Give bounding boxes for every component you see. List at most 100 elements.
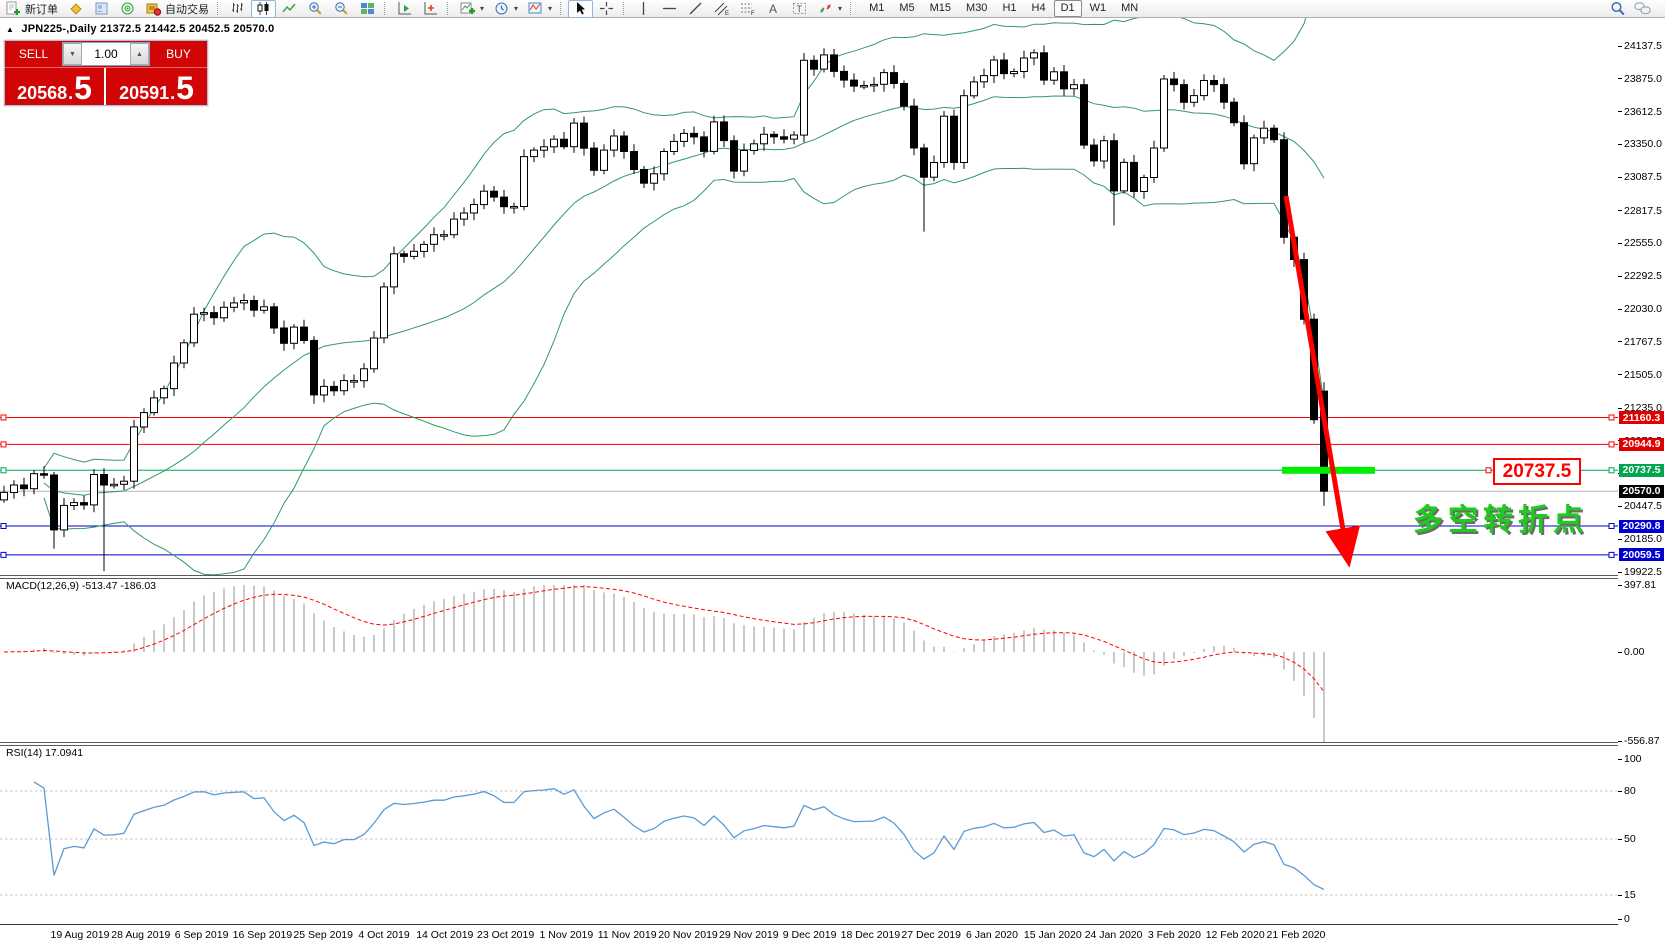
horizontal-line-tool[interactable]: [657, 0, 682, 18]
cursor-tool-button[interactable]: [568, 0, 594, 18]
search-icon[interactable]: [1609, 1, 1626, 16]
price-line-label: 20944.9: [1619, 437, 1664, 451]
timeframe-m15[interactable]: M15: [929, 2, 952, 14]
date-label: 24 Jan 2020: [1084, 929, 1143, 941]
sell-button[interactable]: SELL: [18, 47, 49, 61]
zoom-out-button[interactable]: [329, 0, 354, 18]
text-label-tool[interactable]: T: [787, 0, 812, 18]
timeframe-h4[interactable]: H4: [1031, 2, 1046, 14]
bar-chart-icon: [229, 1, 246, 16]
toolbar: 新订单 自动交易: [0, 0, 1665, 18]
data-window-icon: [93, 1, 110, 16]
navigator-icon: [119, 1, 136, 16]
buy-price-button[interactable]: 20591 . 5: [119, 70, 194, 107]
line-chart-button[interactable]: [277, 0, 302, 18]
equidistant-channel-icon: E: [713, 1, 730, 16]
panel-collapse-toggle[interactable]: ▲: [6, 25, 15, 34]
periods-button[interactable]: ▾: [489, 0, 522, 18]
chat-icon[interactable]: [1634, 1, 1651, 16]
symbol-period-label: JPN225-,Daily: [21, 23, 97, 35]
autotrading-icon: [145, 1, 162, 16]
axis-tick-label: 24137.5: [1618, 40, 1662, 52]
sell-price-button[interactable]: 20568 . 5: [5, 68, 106, 105]
price-label-callout[interactable]: 20737.5: [1493, 458, 1581, 485]
navigator-button[interactable]: [115, 0, 140, 18]
autotrading-button[interactable]: 自动交易: [141, 0, 213, 18]
autotrading-label: 自动交易: [165, 3, 209, 16]
text-tool[interactable]: A: [761, 0, 786, 18]
macd-indicator-panel[interactable]: [0, 578, 1618, 743]
rsi-label: RSI(14) 17.0941: [6, 747, 84, 759]
main-price-chart[interactable]: [0, 18, 1618, 578]
time-axis-border: [0, 924, 1665, 925]
axis-tick-label: 0: [1618, 913, 1630, 925]
volume-increment-button[interactable]: ▲: [130, 43, 149, 65]
price-line-label: 20059.5: [1619, 548, 1664, 562]
bar-chart-button[interactable]: [225, 0, 250, 18]
dropdown-caret-icon: ▾: [480, 4, 485, 13]
axis-tick-label: 80: [1618, 785, 1636, 797]
timeframe-mn[interactable]: MN: [1121, 2, 1139, 14]
fibonacci-tool[interactable]: F: [735, 0, 760, 18]
data-window-button[interactable]: [89, 0, 114, 18]
axis-tick-label: 22817.5: [1618, 205, 1662, 217]
panel-separator[interactable]: [0, 742, 1665, 746]
date-label: 6 Sep 2019: [174, 929, 229, 941]
toolbar-separator: [217, 2, 221, 15]
timeframe-m30[interactable]: M30: [966, 2, 988, 14]
trendline-tool[interactable]: [683, 0, 708, 18]
tile-windows-icon: [359, 1, 376, 16]
rsi-indicator-panel[interactable]: [0, 745, 1618, 925]
date-label: 16 Sep 2019: [232, 929, 293, 941]
timeframe-d1[interactable]: D1: [1053, 0, 1082, 17]
chart-shift-button[interactable]: [418, 0, 443, 18]
axis-tick-label: 23087.5: [1618, 171, 1662, 183]
panel-separator[interactable]: [0, 575, 1665, 579]
tile-windows-button[interactable]: [355, 0, 380, 18]
timeframe-m1[interactable]: M1: [869, 2, 885, 14]
timeframe-m5[interactable]: M5: [899, 2, 915, 14]
axis-tick-label: 22030.0: [1618, 303, 1662, 315]
zoom-out-icon: [333, 1, 350, 16]
trendline-icon: [687, 1, 704, 16]
price-axis[interactable]: 24137.5 23875.0 23612.5 23350.0 23087.5 22817…: [1618, 18, 1665, 925]
text-label-icon: T: [791, 1, 808, 16]
crosshair-tool-button[interactable]: [594, 0, 619, 18]
candlestick-chart-icon: [255, 1, 272, 16]
timeframe-w1[interactable]: W1: [1089, 2, 1107, 14]
new-order-button[interactable]: 新订单: [1, 0, 62, 18]
sell-price-main: 20568: [17, 83, 68, 103]
axis-tick-label: 22555.0: [1618, 237, 1662, 249]
axis-tick-label: 0.00: [1618, 646, 1644, 658]
market-watch-button[interactable]: [63, 0, 88, 18]
volume-input[interactable]: 1.00: [94, 47, 118, 61]
arrows-tool[interactable]: ▾: [813, 0, 846, 18]
candlestick-chart-button[interactable]: [251, 0, 276, 18]
axis-tick-label: 23612.5: [1618, 106, 1662, 118]
new-chart-button[interactable]: ▾: [455, 0, 488, 18]
volume-decrement-button[interactable]: ▼: [63, 43, 82, 65]
price-line-label: 21160.3: [1619, 411, 1664, 425]
templates-button[interactable]: ▾: [523, 0, 556, 18]
toolbar-separator: [560, 2, 564, 15]
date-label: 20 Nov 2019: [658, 929, 718, 941]
svg-text:E: E: [725, 11, 729, 16]
vertical-line-tool[interactable]: [631, 0, 656, 18]
time-axis[interactable]: 19 Aug 2019 28 Aug 2019 6 Sep 2019 16 Sep 2…: [0, 925, 1665, 946]
axis-tick-label: 23350.0: [1618, 138, 1662, 150]
svg-text:T: T: [797, 4, 803, 14]
buy-price-main: 20591: [119, 83, 170, 103]
toolbar-separator: [850, 2, 854, 15]
date-label: 18 Dec 2019: [840, 929, 901, 941]
channel-tool[interactable]: E: [709, 0, 734, 18]
axis-tick-label: -556.87: [1618, 735, 1660, 747]
zoom-in-button[interactable]: [303, 0, 328, 18]
timeframe-h1[interactable]: H1: [1002, 2, 1017, 14]
vertical-line-icon: [635, 1, 652, 16]
axis-tick-label: 20185.0: [1618, 533, 1662, 545]
axis-tick-label: 15: [1618, 889, 1636, 901]
date-label: 4 Oct 2019: [358, 929, 410, 941]
turning-point-annotation[interactable]: 多空转折点: [1413, 504, 1588, 537]
buy-button[interactable]: BUY: [166, 47, 191, 61]
chart-forward-button[interactable]: [392, 0, 417, 18]
